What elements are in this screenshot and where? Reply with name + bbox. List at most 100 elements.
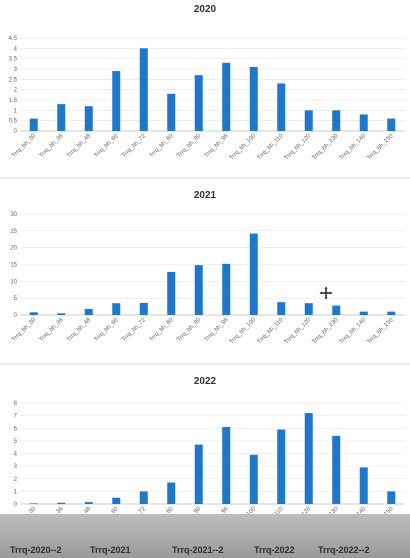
x-tick-label: Trrq_bh_130 (311, 133, 340, 162)
y-tick-label: 1 (14, 489, 18, 495)
y-tick-label: 7 (14, 414, 18, 420)
bar-trrq-bh-100 (249, 233, 258, 315)
chart-title-0: 2020 (194, 4, 217, 15)
x-tick-label: Trrq_bh_140 (339, 133, 368, 162)
bar-trrq-bh-36 (57, 502, 66, 504)
bar-trrq-bh-48 (84, 502, 93, 504)
x-tick-label: Trrq_bh_60 (94, 317, 120, 343)
y-tick-label: 4.5 (9, 36, 18, 42)
x-tick-label: Trrq_bh_90 (176, 133, 202, 159)
x-tick-label: Trrq_bh_96 (204, 133, 230, 159)
y-tick-label: 0 (14, 313, 18, 319)
y-tick-label: 3.5 (9, 57, 18, 63)
bar-trrq-bh-120 (304, 110, 313, 131)
bar-trrq-bh-150 (387, 118, 396, 131)
bar-trrq-bh-100 (249, 454, 258, 504)
bar-trrq-bh-90 (194, 444, 203, 504)
y-tick-label: 6 (14, 426, 18, 432)
x-tick-label: Trrq_bh_30 (11, 317, 37, 343)
bar-trrq-bh-96 (222, 263, 231, 315)
x-tick-label: Trrq_bh_130 (311, 317, 340, 346)
y-tick-label: 10 (10, 279, 17, 285)
x-tick-label: Trrq_bh_100 (229, 317, 258, 346)
y-tick-label: 30 (10, 212, 17, 218)
bar-trrq-bh-130 (332, 110, 341, 131)
y-tick-label: 8 (14, 401, 18, 407)
sheet-tab[interactable]: Trrq-2022 (254, 545, 295, 555)
bar-trrq-bh-140 (359, 467, 368, 504)
x-tick-label: Trrq_bh_30 (11, 133, 37, 159)
x-tick-label: Trrq_bh_120 (284, 317, 313, 346)
x-tick-label: Trrq_bh_110 (257, 133, 286, 162)
x-tick-label: Trrq_bh_36 (39, 317, 65, 343)
bar-trrq-bh-120 (304, 413, 313, 504)
bar-trrq-bh-150 (387, 311, 396, 315)
sheet-tab[interactable]: Trrq-2020--2 (10, 545, 62, 555)
bar-trrq-bh-60 (112, 303, 121, 315)
y-tick-label: 5 (14, 296, 18, 302)
bar-trrq-bh-96 (222, 426, 231, 504)
x-tick-label: Trrq_bh_90 (176, 317, 202, 343)
bar-trrq-bh-72 (139, 48, 148, 132)
y-tick-label: 2 (14, 88, 18, 94)
bar-trrq-bh-150 (387, 491, 396, 504)
move-cursor-icon (318, 285, 334, 301)
bar-trrq-bh-60 (112, 71, 121, 131)
bar-trrq-bh-110 (277, 429, 286, 504)
bar-trrq-bh-120 (304, 303, 313, 315)
bar-trrq-bh-110 (277, 302, 286, 315)
bar-trrq-bh-48 (84, 106, 93, 131)
y-tick-label: 5 (14, 439, 18, 445)
x-tick-label: Trrq_bh_80 (149, 133, 175, 159)
bar-trrq-bh-90 (194, 265, 203, 315)
chart-title-2: 2022 (194, 376, 217, 387)
x-tick-label: Trrq_bh_100 (229, 133, 258, 162)
bar-trrq-bh-80 (167, 482, 176, 504)
bar-trrq-bh-30 (29, 312, 38, 315)
bar-trrq-bh-96 (222, 62, 231, 131)
y-tick-label: 0.5 (9, 119, 18, 125)
sheet-tab[interactable]: Trrq-2022--2 (318, 545, 370, 555)
y-tick-label: 3 (14, 464, 18, 470)
y-tick-label: 4 (14, 46, 18, 52)
x-tick-label: Trrq_bh_60 (94, 133, 120, 159)
sheet-tab[interactable]: Trrq-2021--2 (172, 545, 224, 555)
x-tick-label: Trrq_bh_72 (121, 133, 147, 159)
x-tick-label: Trrq_bh_140 (339, 317, 368, 346)
x-tick-label: Trrq_bh_96 (204, 317, 230, 343)
bar-trrq-bh-80 (167, 271, 176, 315)
bar-trrq-bh-30 (29, 118, 38, 131)
bar-trrq-bh-72 (139, 491, 148, 504)
y-tick-label: 1 (14, 108, 18, 114)
bar-trrq-bh-140 (359, 311, 368, 315)
y-tick-label: 0 (14, 129, 18, 135)
x-tick-label: Trrq_bh_120 (284, 133, 313, 162)
bar-trrq-bh-130 (332, 435, 341, 504)
x-tick-label: Trrq_bh_80 (149, 317, 175, 343)
sheet-tab[interactable]: Trrq-2021 (90, 545, 131, 555)
y-tick-label: 15 (10, 263, 17, 269)
bar-trrq-bh-30 (29, 503, 38, 504)
y-tick-label: 4 (14, 452, 18, 458)
chart-title-1: 2021 (194, 190, 217, 201)
bar-trrq-bh-80 (167, 93, 176, 131)
bar-trrq-bh-36 (57, 104, 66, 131)
x-tick-label: Trrq_bh_48 (66, 133, 92, 159)
bar-trrq-bh-110 (277, 83, 286, 131)
y-tick-label: 20 (10, 246, 17, 252)
y-tick-label: 25 (10, 229, 17, 235)
bar-trrq-bh-140 (359, 114, 368, 131)
bar-trrq-bh-60 (112, 497, 121, 504)
x-tick-label: Trrq_bh_110 (257, 317, 286, 346)
x-tick-label: Trrq_bh_72 (121, 317, 147, 343)
bar-trrq-bh-72 (139, 302, 148, 315)
y-tick-label: 2 (14, 477, 18, 483)
bar-trrq-bh-48 (84, 308, 93, 315)
y-tick-label: 3 (14, 67, 18, 73)
x-tick-label: Trrq_bh_48 (66, 317, 92, 343)
x-tick-label: Trrq_bh_150 (366, 317, 395, 346)
y-tick-label: 2.5 (9, 77, 18, 83)
bar-trrq-bh-130 (332, 305, 341, 315)
bar-trrq-bh-36 (57, 313, 66, 315)
